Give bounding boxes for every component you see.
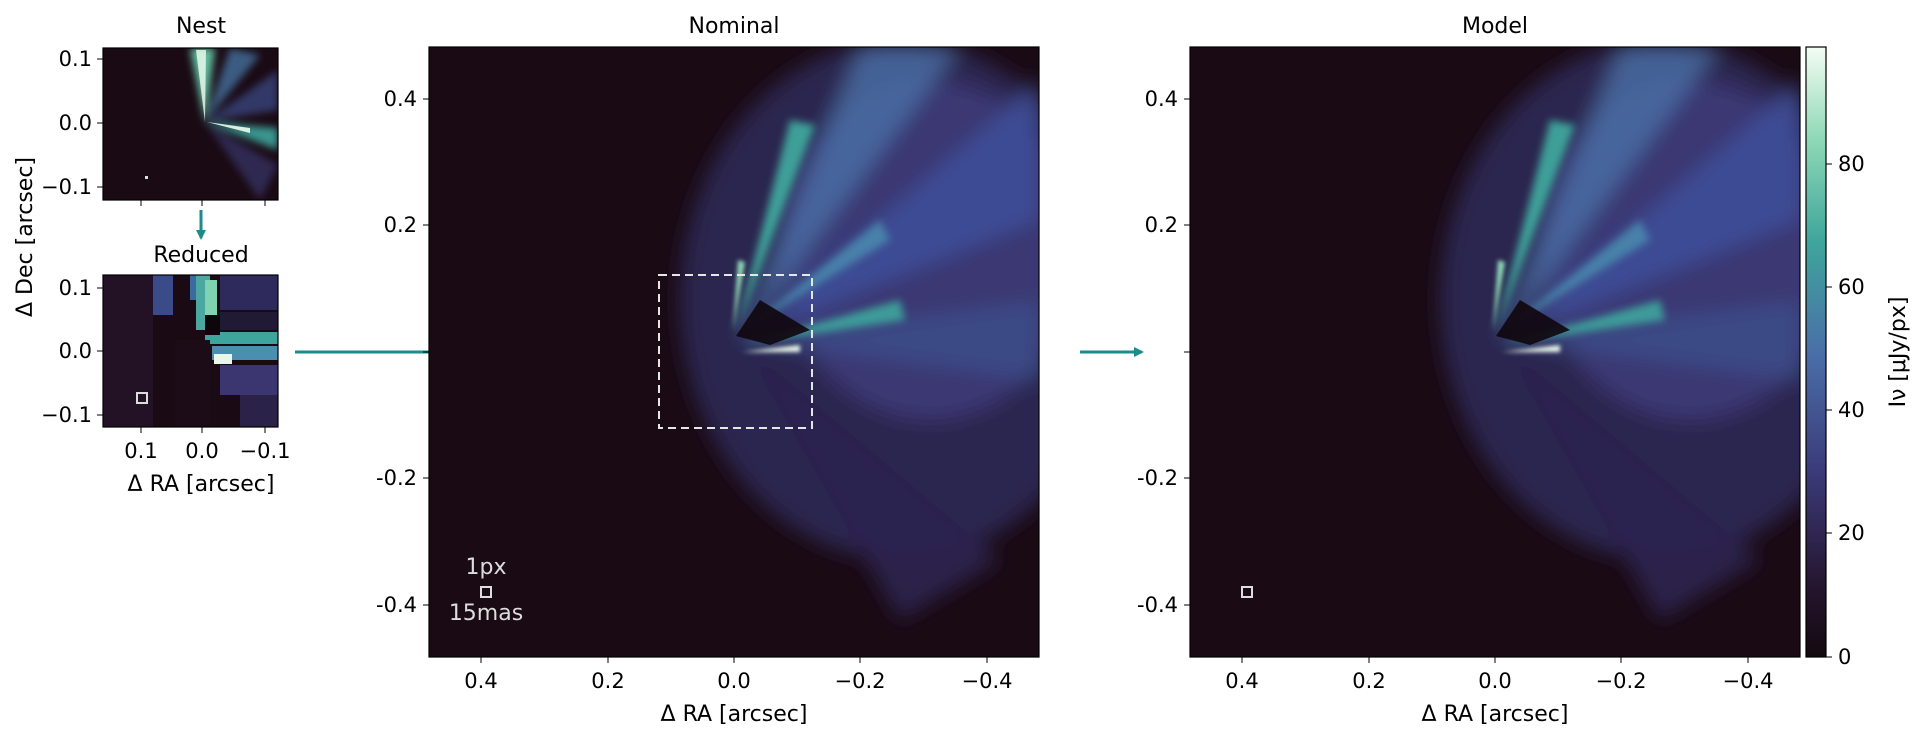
nominal-xtick-2: 0.0 bbox=[717, 669, 750, 693]
model-xtick-2: 0.0 bbox=[1478, 669, 1511, 693]
reduced-xtick-0: 0.1 bbox=[124, 439, 157, 463]
reduced-xlabel: Δ RA [arcsec] bbox=[128, 472, 275, 497]
nominal-ytick-1: 0.2 bbox=[384, 213, 417, 237]
model-x-ticks: 0.4 0.2 0.0 −0.2 −0.4 bbox=[1225, 657, 1774, 693]
model-xtick-4: −0.4 bbox=[1723, 669, 1774, 693]
shared-ylabel: Δ Dec [arcsec] bbox=[13, 157, 38, 317]
nominal-ytick-0: 0.4 bbox=[384, 87, 417, 111]
nest-ytick-0: 0.1 bbox=[59, 47, 92, 71]
nominal-scale-label-bottom: 15mas bbox=[449, 601, 523, 626]
nest-ytick-1: 0.0 bbox=[59, 111, 92, 135]
colorbar-tick-4: 80 bbox=[1838, 152, 1865, 176]
reduced-xtick-2: −0.1 bbox=[240, 439, 291, 463]
nominal-xlabel: Δ RA [arcsec] bbox=[661, 702, 808, 727]
colorbar-tick-0: 0 bbox=[1838, 645, 1851, 669]
colorbar-tick-3: 60 bbox=[1838, 275, 1865, 299]
nest-ytick-2: −0.1 bbox=[41, 175, 92, 199]
model-ytick-2: -0.2 bbox=[1137, 466, 1178, 490]
nominal-xtick-3: −0.2 bbox=[835, 669, 886, 693]
model-image bbox=[1190, 47, 1800, 657]
model-ytick-3: -0.4 bbox=[1137, 593, 1178, 617]
model-xtick-3: −0.2 bbox=[1596, 669, 1647, 693]
model-y-ticks: 0.4 0.2 -0.2 -0.4 bbox=[1137, 87, 1190, 617]
reduced-x-ticks: 0.1 0.0 −0.1 bbox=[124, 427, 291, 463]
reduced-ytick-2: −0.1 bbox=[41, 403, 92, 427]
colorbar-label: Iν [μJy/px] bbox=[1886, 297, 1911, 408]
model-xtick-0: 0.4 bbox=[1225, 669, 1258, 693]
nest-y-ticks: 0.1 0.0 −0.1 bbox=[41, 47, 103, 199]
reduced-image bbox=[103, 275, 278, 427]
reduced-y-ticks: 0.1 0.0 −0.1 bbox=[41, 276, 103, 427]
model-title: Model bbox=[1462, 14, 1528, 39]
reduced-ytick-1: 0.0 bbox=[59, 339, 92, 363]
nest-title: Nest bbox=[176, 14, 226, 39]
nest-image bbox=[103, 48, 278, 200]
model-ytick-0: 0.4 bbox=[1145, 87, 1178, 111]
nominal-xtick-1: 0.2 bbox=[591, 669, 624, 693]
nest-x-ticks bbox=[140, 200, 266, 206]
nominal-xtick-0: 0.4 bbox=[464, 669, 497, 693]
reduced-title: Reduced bbox=[153, 243, 248, 268]
nominal-y-ticks: 0.4 0.2 -0.2 -0.4 bbox=[376, 87, 429, 617]
reduced-ytick-0: 0.1 bbox=[59, 276, 92, 300]
model-ytick-1: 0.2 bbox=[1145, 213, 1178, 237]
nest-frame bbox=[102, 47, 279, 201]
nominal-scale-label-top: 1px bbox=[466, 555, 507, 580]
colorbar bbox=[1805, 46, 1827, 658]
nominal-x-ticks: 0.4 0.2 0.0 −0.2 −0.4 bbox=[464, 657, 1013, 693]
colorbar-tick-2: 40 bbox=[1838, 398, 1865, 422]
nominal-ytick-2: -0.2 bbox=[376, 466, 417, 490]
nominal-ytick-3: -0.4 bbox=[376, 593, 417, 617]
nominal-title: Nominal bbox=[689, 14, 780, 39]
model-xtick-1: 0.2 bbox=[1352, 669, 1385, 693]
model-xlabel: Δ RA [arcsec] bbox=[1422, 702, 1569, 727]
nominal-xtick-4: −0.4 bbox=[962, 669, 1013, 693]
reduced-xtick-1: 0.0 bbox=[185, 439, 218, 463]
colorbar-ticks: 0 20 40 60 80 bbox=[1826, 152, 1865, 669]
nominal-image: 1px 15mas bbox=[429, 47, 1039, 657]
colorbar-tick-1: 20 bbox=[1838, 521, 1865, 545]
